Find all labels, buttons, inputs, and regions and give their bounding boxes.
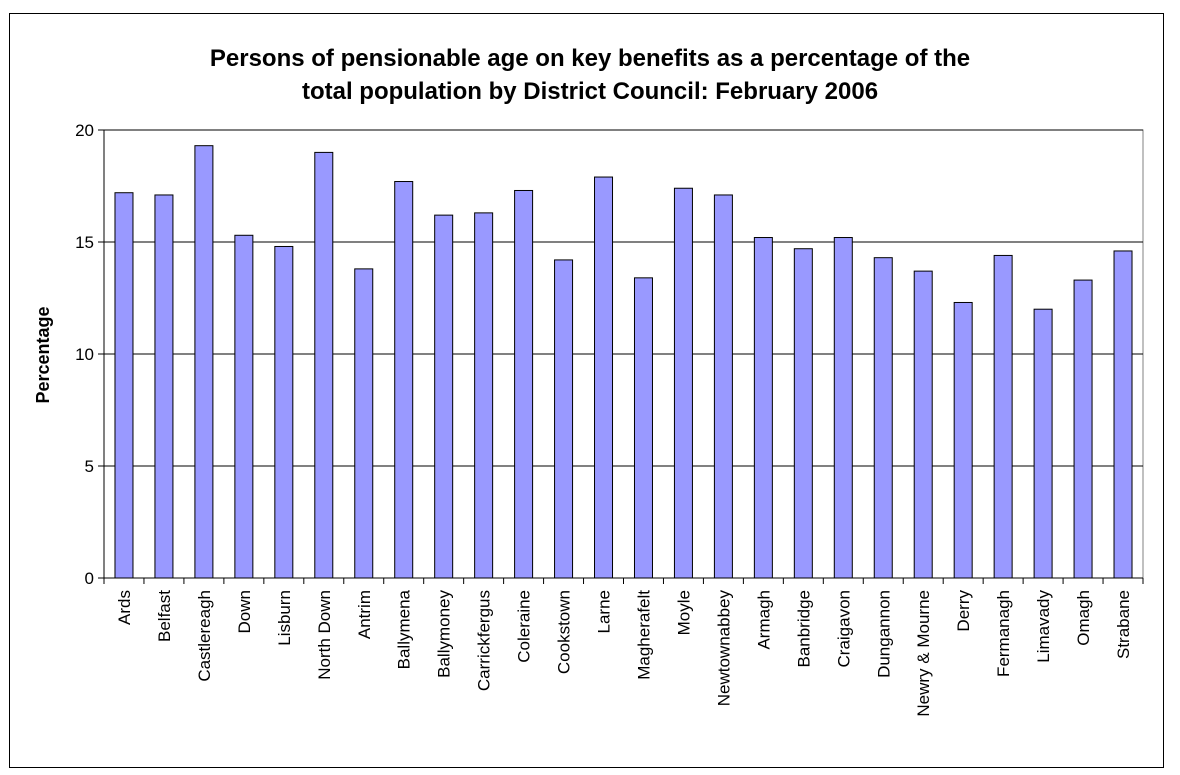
x-tick-label: Cookstown (555, 590, 574, 674)
bar-magherafelt (633, 277, 653, 579)
y-tick-label: 10 (75, 345, 94, 364)
x-tick-label: Armagh (754, 590, 773, 650)
bar-cookstown (554, 259, 574, 579)
bar-antrim (354, 268, 374, 579)
y-tick-labels: 0 5 10 15 20 (75, 121, 94, 588)
bar-craigavon (833, 237, 853, 579)
bar-newtownabbey (713, 194, 733, 579)
axes (98, 129, 1144, 584)
x-tick-label: Derry (954, 590, 973, 632)
x-tick-label: Carrickfergus (475, 590, 494, 691)
bar-banbridge (793, 248, 813, 579)
bar-carrickfergus (474, 212, 494, 579)
chart-title: Persons of pensionable age on key benefi… (0, 42, 1180, 108)
bar-omagh (1073, 279, 1093, 579)
x-tick-label: Coleraine (515, 590, 534, 663)
x-tick-label: Limavady (1034, 590, 1053, 663)
x-tick-label: Belfast (155, 590, 174, 642)
x-tick-label: Moyle (674, 590, 693, 635)
x-tick-label: Larne (595, 590, 614, 633)
x-tick-label: North Down (315, 590, 334, 680)
bar-dungannon (873, 257, 893, 579)
chart-title-line-1: Persons of pensionable age on key benefi… (209, 45, 971, 72)
gridlines (103, 129, 1144, 579)
bar-strabane (1113, 250, 1133, 579)
bar-ballymena (394, 181, 414, 579)
x-tick-label: Omagh (1074, 590, 1093, 646)
bar-belfast (154, 194, 174, 579)
x-tick-label: Ards (115, 590, 134, 625)
x-tick-label: Craigavon (834, 590, 853, 668)
bar-lisburn (274, 245, 294, 579)
x-tick-label: Newry & Mourne (914, 590, 933, 717)
y-tick-label: 5 (85, 457, 94, 476)
x-tick-label: Magherafelt (634, 590, 653, 680)
bar-derry (953, 301, 973, 579)
y-tick-label: 0 (85, 569, 94, 588)
bar-armagh (753, 237, 773, 579)
bar-down (234, 234, 254, 579)
chart-title-line-2: total population by District Council: Fe… (301, 78, 879, 105)
bar-larne (594, 176, 614, 579)
y-tick-label: 20 (75, 121, 94, 140)
x-tick-label: Fermanagh (994, 590, 1013, 677)
x-tick-label: Ballymoney (435, 590, 454, 678)
bar-ards (114, 192, 134, 579)
x-tick-label: Lisburn (275, 590, 294, 646)
x-tick-label: Banbridge (794, 590, 813, 668)
bar-castlereagh (194, 145, 214, 579)
x-tick-label: Dungannon (874, 590, 893, 678)
x-tick-label: Ballymena (395, 589, 414, 669)
bar-coleraine (514, 189, 534, 579)
bar-moyle (673, 187, 693, 579)
x-tick-labels: Ards Belfast Castlereagh Down Lisburn North D… (115, 589, 1133, 716)
x-tick-label: Castlereagh (195, 590, 214, 682)
x-tick-label: Newtownabbey (714, 590, 733, 707)
bar-newry-mourne (913, 270, 933, 579)
bar-north-down (314, 151, 334, 579)
x-tick-label: Antrim (355, 590, 374, 639)
bar-fermanagh (993, 254, 1013, 579)
x-tick-label: Down (235, 590, 254, 633)
bar-limavady (1033, 308, 1053, 579)
x-tick-label: Strabane (1114, 590, 1133, 659)
y-tick-label: 15 (75, 233, 94, 252)
bar-ballymoney (434, 214, 454, 579)
y-axis-label: Percentage (33, 306, 53, 403)
bars (114, 145, 1133, 579)
